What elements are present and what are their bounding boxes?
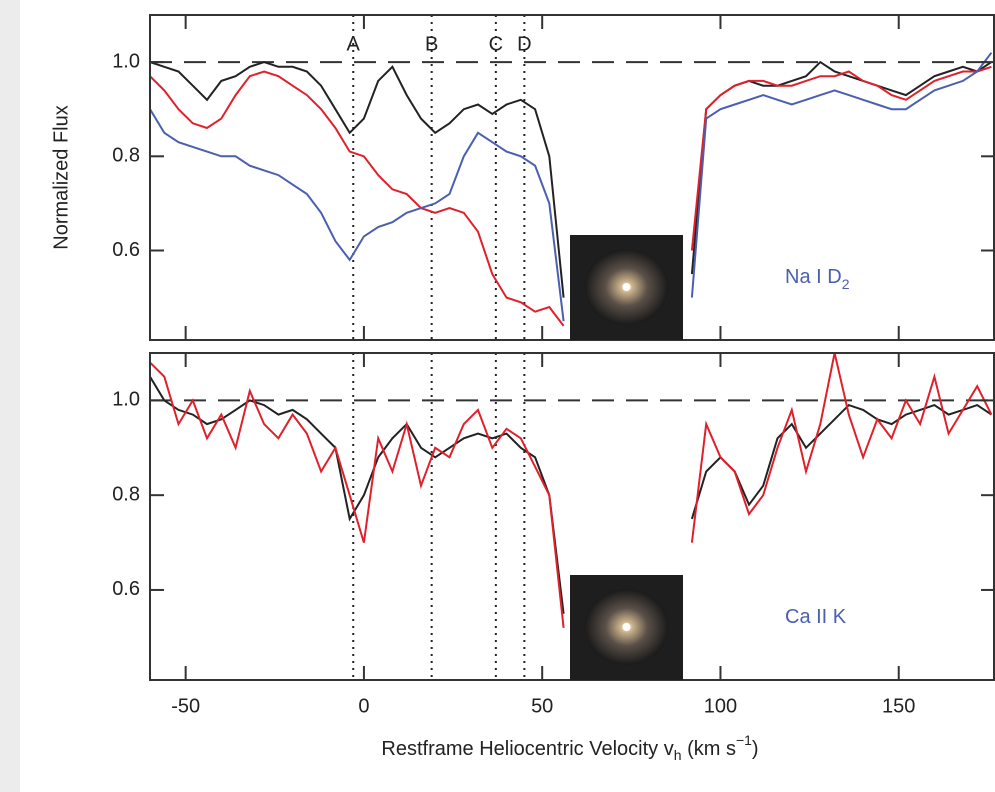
y-axis-label: Normalized Flux: [50, 105, 72, 249]
x-tick-label: 50: [531, 695, 553, 717]
y-tick-label: 0.8: [112, 483, 140, 505]
background: [20, 0, 995, 792]
y-tick-label: 1.0: [112, 389, 140, 411]
panel-label: Na I D2: [785, 266, 850, 291]
x-axis-label-part: (km s: [682, 738, 736, 760]
x-tick-label: -50: [171, 695, 200, 717]
y-tick-label: 0.6: [112, 578, 140, 600]
panel-label-text: Ca II K: [785, 606, 847, 628]
x-axis-label: Restframe Heliocentric Velocity vh (km s…: [381, 732, 758, 763]
x-axis-label-part: −1: [736, 732, 752, 748]
galaxy-core: [622, 283, 631, 291]
x-tick-label: 100: [704, 695, 737, 717]
series-line: [150, 52, 993, 322]
y-tick-label: 0.6: [112, 239, 140, 261]
plot-area: [150, 353, 995, 680]
plot-area: [150, 15, 995, 340]
series-line: [150, 65, 992, 327]
x-axis-label-part: Restframe Heliocentric Velocity v: [381, 738, 673, 760]
galaxy-core: [622, 623, 631, 631]
x-tick-label: 0: [358, 695, 369, 717]
x-axis-label-part: h: [674, 747, 682, 763]
marker-label: B: [425, 33, 438, 55]
x-tick-label: 150: [882, 695, 915, 717]
x-axis-label-part: ): [752, 738, 759, 760]
marker-label: C: [489, 33, 503, 55]
panel-label-subscript: 2: [842, 276, 850, 292]
series-line: [150, 353, 993, 629]
y-tick-label: 0.8: [112, 145, 140, 167]
panel-label: Ca II K: [785, 606, 847, 628]
panel-label-text: Na I D: [785, 266, 842, 288]
marker-label: D: [517, 33, 531, 55]
y-tick-label: 1.0: [112, 50, 140, 72]
marker-label: A: [347, 33, 361, 55]
